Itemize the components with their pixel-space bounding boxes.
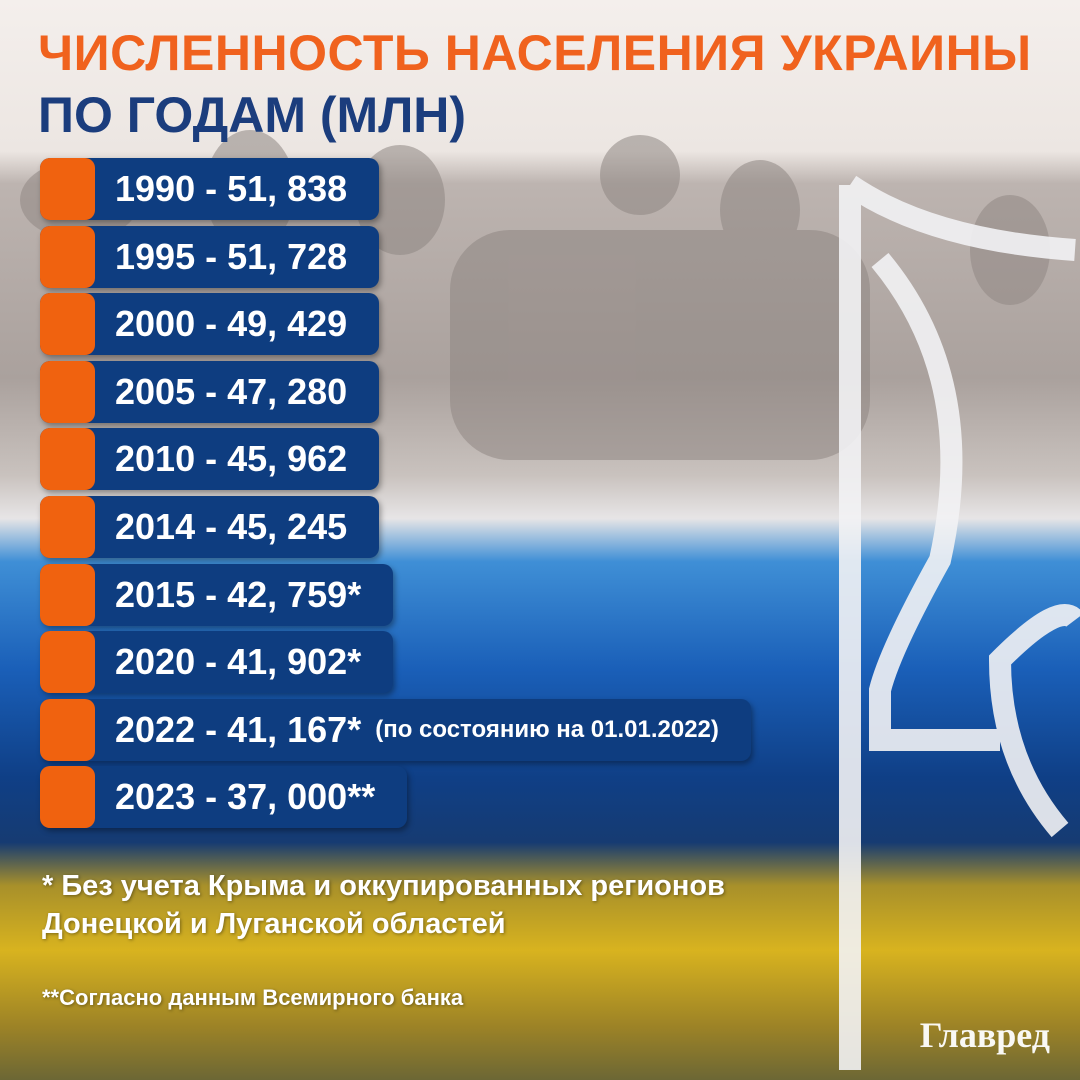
- row-text: 1995 - 51, 728: [115, 235, 348, 277]
- row-marker: [40, 495, 95, 558]
- list-row: 2015 - 42, 759*: [40, 563, 751, 626]
- row-text: 2022 - 41, 167*: [115, 708, 362, 750]
- list-row: 2023 - 37, 000**: [40, 766, 751, 829]
- list-row: 2005 - 47, 280: [40, 360, 751, 423]
- row-bar: 1995 - 51, 728: [40, 225, 380, 288]
- row-marker: [40, 563, 95, 626]
- row-note: (по состоянию на 01.01.2022): [375, 715, 719, 743]
- footnote: * Без учета Крыма и оккупированных регио…: [42, 870, 725, 902]
- subtitle: ПО ГОДАМ (МЛН): [38, 87, 467, 143]
- row-marker: [40, 293, 95, 356]
- footnote: Донецкой и Луганской областей: [42, 908, 506, 940]
- row-text: 2010 - 45, 962: [115, 438, 348, 480]
- row-marker: [40, 225, 95, 288]
- row-text: 1990 - 51, 838: [115, 168, 348, 209]
- list-row: 2020 - 41, 902*: [40, 631, 751, 694]
- row-text: 2023 - 37, 000**: [115, 776, 376, 818]
- list-row: 2022 - 41, 167* (по состоянию на 01.01.20…: [40, 698, 751, 761]
- row-marker: [40, 766, 95, 829]
- list-row: 1990 - 51, 838: [40, 158, 751, 220]
- row-marker: [40, 631, 95, 694]
- row-bar: 1990 - 51, 838: [40, 158, 380, 220]
- row-text: 2015 - 42, 759*: [115, 573, 362, 615]
- list-row: 2010 - 45, 962: [40, 428, 751, 491]
- row-bar: 2005 - 47, 280: [40, 360, 380, 423]
- row-marker: [40, 360, 95, 423]
- row-text: 2000 - 49, 429: [115, 303, 348, 345]
- row-text: 2014 - 45, 245: [115, 505, 348, 547]
- row-text: 2020 - 41, 902*: [115, 641, 362, 683]
- row-bar: 2015 - 42, 759*: [40, 563, 394, 626]
- row-marker: [40, 428, 95, 491]
- row-bar: 2014 - 45, 245: [40, 495, 380, 558]
- row-bar: 2020 - 41, 902*: [40, 631, 394, 694]
- list-row: 2014 - 45, 245: [40, 495, 751, 558]
- title: ЧИСЛЕННОСТЬ НАСЕЛЕНИЯ УКРАИНЫ: [38, 25, 1032, 81]
- logo: Главред: [919, 1015, 1050, 1055]
- list-row: 1995 - 51, 728: [40, 225, 751, 288]
- row-text: 2005 - 47, 280: [115, 370, 348, 412]
- row-bar: 2010 - 45, 962: [40, 428, 380, 491]
- list-row: 2000 - 49, 429: [40, 293, 751, 356]
- trident: [839, 175, 1080, 1070]
- row-bar: 2022 - 41, 167* (по состоянию на 01.01.20…: [40, 698, 751, 761]
- footnote: **Согласно данным Всемирного банка: [42, 985, 464, 1010]
- row-bar: 2000 - 49, 429: [40, 293, 380, 356]
- row-bar: 2023 - 37, 000**: [40, 766, 408, 829]
- row-marker: [40, 698, 95, 761]
- row-marker: [40, 158, 95, 220]
- population-list: 1990 - 51, 838 1995 - 51, 728 2000 - 49, 4…: [40, 158, 751, 834]
